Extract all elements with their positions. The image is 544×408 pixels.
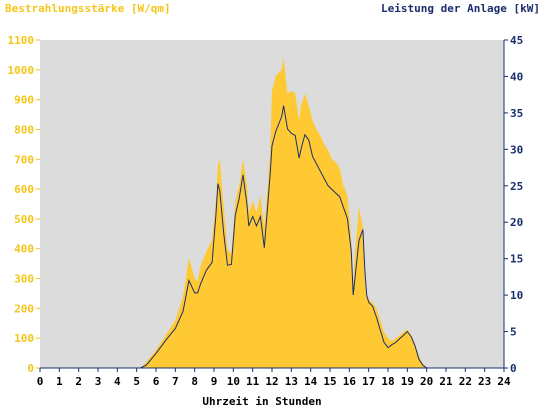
x-tick-label: 14 <box>304 375 318 388</box>
x-tick-label: 6 <box>153 375 160 388</box>
x-tick-label: 17 <box>362 375 375 388</box>
right-tick-label: 5 <box>510 326 517 339</box>
right-axis-title: Leistung der Anlage [kW] <box>381 2 540 15</box>
x-tick-label: 9 <box>211 375 218 388</box>
x-tick-label: 23 <box>478 375 491 388</box>
right-tick-label: 45 <box>510 34 523 47</box>
left-tick-label: 900 <box>14 94 34 107</box>
left-axis-title: Bestrahlungsstärke [W/qm] <box>5 2 171 15</box>
left-tick-label: 500 <box>14 213 34 226</box>
irradiance-area <box>40 57 504 369</box>
left-tick-label: 600 <box>14 183 34 196</box>
x-tick-label: 2 <box>75 375 82 388</box>
left-tick-label: 800 <box>14 123 34 136</box>
left-axis-ticks: 0 100 200 300 400 500 600 700 800 900 1000 1100 <box>8 34 40 375</box>
x-axis-title: Uhrzeit in Stunden <box>202 395 321 408</box>
left-tick-label: 300 <box>14 273 34 286</box>
x-tick-label: 4 <box>114 375 121 388</box>
x-tick-label: 0 <box>37 375 44 388</box>
x-tick-label: 21 <box>439 375 453 388</box>
right-tick-label: 35 <box>510 107 523 120</box>
right-tick-label: 25 <box>510 180 523 193</box>
x-tick-label: 3 <box>95 375 102 388</box>
right-tick-label: 0 <box>510 362 517 375</box>
x-tick-label: 15 <box>323 375 336 388</box>
right-tick-label: 10 <box>510 289 523 302</box>
x-tick-label: 20 <box>420 375 433 388</box>
left-tick-label: 1000 <box>8 64 35 77</box>
x-tick-label: 8 <box>191 375 198 388</box>
left-tick-label: 0 <box>27 362 34 375</box>
right-tick-label: 30 <box>510 143 523 156</box>
x-tick-label: 5 <box>133 375 140 388</box>
x-tick-label: 12 <box>265 375 278 388</box>
x-tick-label: 22 <box>459 375 472 388</box>
x-tick-label: 19 <box>401 375 414 388</box>
x-tick-label: 7 <box>172 375 179 388</box>
right-tick-label: 20 <box>510 216 523 229</box>
right-tick-label: 15 <box>510 253 523 266</box>
x-tick-label: 13 <box>285 375 298 388</box>
right-tick-label: 40 <box>510 70 523 83</box>
left-tick-label: 1100 <box>8 34 35 47</box>
x-tick-label: 10 <box>227 375 240 388</box>
left-tick-label: 400 <box>14 243 34 256</box>
left-tick-label: 200 <box>14 302 34 315</box>
power-line <box>40 105 504 369</box>
x-tick-label: 11 <box>246 375 260 388</box>
right-axis-ticks: 0 5 10 15 20 25 30 35 40 45 <box>504 34 523 375</box>
left-tick-label: 100 <box>14 332 34 345</box>
x-axis-ticks: 0 1 2 3 4 5 6 7 8 9 10 11 12 13 14 15 16 17 18 19 20 21 22 23 24 <box>37 368 511 388</box>
left-tick-label: 700 <box>14 153 34 166</box>
x-tick-label: 1 <box>56 375 63 388</box>
x-tick-label: 24 <box>497 375 511 388</box>
x-tick-label: 16 <box>343 375 357 388</box>
x-tick-label: 18 <box>381 375 394 388</box>
